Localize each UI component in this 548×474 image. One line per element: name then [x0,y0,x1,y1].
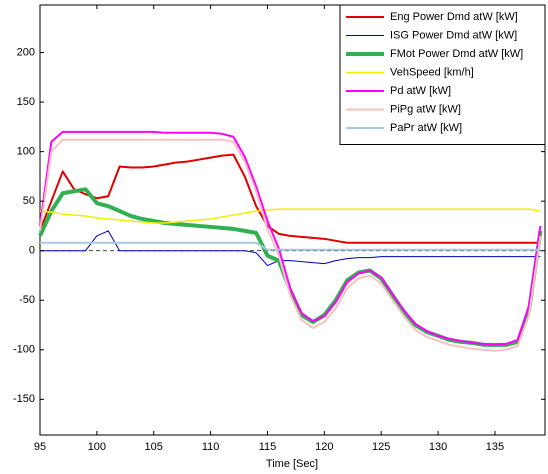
series-line [40,230,541,267]
y-tick-label: -50 [19,294,35,306]
plot-lines [38,130,545,352]
y-tick-label: 50 [23,195,35,207]
series-line [39,130,542,346]
y-tick-label: 150 [17,96,35,108]
x-tick-label: 135 [486,441,504,453]
series-line [39,208,541,224]
legend-label: Pd atW [kW] [390,85,451,97]
x-tick-label: 95 [34,441,46,453]
y-tick-label: 200 [17,46,35,58]
legend-label: PaPr atW [kW] [390,122,462,134]
y-tick-label: 100 [17,146,35,158]
legend-box [339,4,546,145]
x-tick-label: 125 [372,441,390,453]
legend-label: ISG Power Dmd atW [kW] [390,29,517,41]
x-axis-label: Time [Sec] [266,458,318,470]
x-tick-label: 100 [88,441,106,453]
y-tick-label: -100 [13,344,35,356]
x-tick-label: 110 [202,441,220,453]
legend: Eng Power Dmd atW [kW] ISG Power Dmd atW … [339,4,546,145]
y-tick-label: -150 [13,393,35,405]
legend-label: Eng Power Dmd atW [kW] [390,11,518,23]
legend-label: FMot Power Dmd atW [kW] [390,48,523,60]
y-tick-label: 0 [29,245,35,257]
x-tick-label: 115 [259,441,277,453]
x-tick-label: 120 [315,441,333,453]
legend-label: VehSpeed [km/h] [390,66,474,78]
series-line [39,153,541,244]
series-line [39,138,542,352]
x-tick-label: 105 [145,441,163,453]
x-tick-label: 130 [429,441,447,453]
series-line [40,241,541,251]
legend-label: PiPg atW [kW] [390,103,461,115]
